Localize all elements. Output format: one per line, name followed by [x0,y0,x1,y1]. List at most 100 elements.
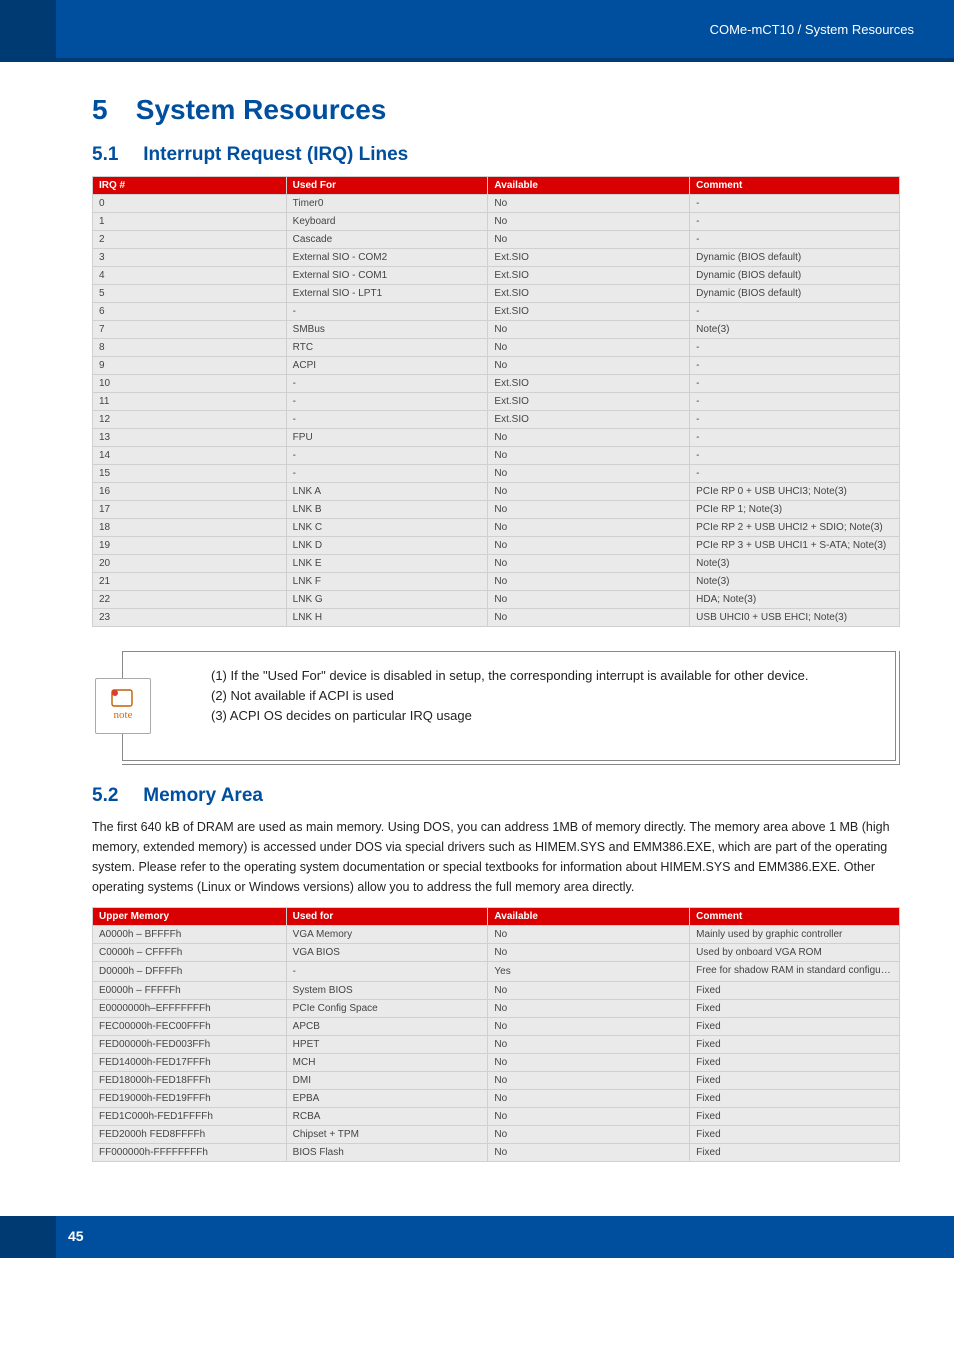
table-row: 12-Ext.SIO- [93,411,900,429]
table-cell: No [488,519,690,537]
table-row: 1KeyboardNo- [93,213,900,231]
page-content: 5 System Resources 5.1 Interrupt Request… [0,62,954,1194]
table-cell: No [488,537,690,555]
table-cell: HPET [286,1035,488,1053]
irq-th-1: Used For [286,177,488,195]
table-row: 20LNK ENoNote(3) [93,555,900,573]
table-cell: 5 [93,285,287,303]
table-cell: No [488,1089,690,1107]
table-cell: PCIe RP 0 + USB UHCI3; Note(3) [690,483,900,501]
table-cell: EPBA [286,1089,488,1107]
footer-page-number: 45 [68,1228,84,1244]
table-row: 23LNK HNoUSB UHCI0 + USB EHCI; Note(3) [93,609,900,627]
table-cell: FED2000h FED8FFFFh [93,1125,287,1143]
table-cell: Fixed [690,1089,900,1107]
irq-th-3: Comment [690,177,900,195]
table-cell: C0000h – CFFFFh [93,944,287,962]
table-cell: - [690,339,900,357]
table-cell: HDA; Note(3) [690,591,900,609]
table-cell: FEC00000h-FEC00FFFh [93,1017,287,1035]
table-cell: 12 [93,411,287,429]
section-mem-title: Memory Area [143,785,263,806]
table-cell: Ext.SIO [488,411,690,429]
table-row: D0000h – DFFFFh-YesFree for shadow RAM i… [93,962,900,982]
table-cell: 0 [93,195,287,213]
table-cell: No [488,1071,690,1089]
table-cell: FED19000h-FED19FFFh [93,1089,287,1107]
table-cell: 10 [93,375,287,393]
note-icon: note [95,678,151,734]
table-cell: - [286,411,488,429]
table-cell: 14 [93,447,287,465]
table-cell: Fixed [690,1107,900,1125]
table-cell: - [690,195,900,213]
table-cell: No [488,501,690,519]
table-cell: No [488,1017,690,1035]
table-cell: FED18000h-FED18FFFh [93,1071,287,1089]
table-cell: No [488,1107,690,1125]
table-cell: 18 [93,519,287,537]
table-cell: LNK G [286,591,488,609]
table-cell: MCH [286,1053,488,1071]
table-cell: No [488,447,690,465]
table-cell: No [488,609,690,627]
table-cell: E0000000h–EFFFFFFFh [93,999,287,1017]
table-cell: No [488,981,690,999]
table-row: 6-Ext.SIO- [93,303,900,321]
table-cell: No [488,429,690,447]
table-cell: ACPI [286,357,488,375]
table-cell: No [488,195,690,213]
table-row: E0000000h–EFFFFFFFhPCIe Config SpaceNoFi… [93,999,900,1017]
table-cell: No [488,465,690,483]
table-cell: No [488,213,690,231]
table-cell: No [488,231,690,249]
table-cell: Fixed [690,999,900,1017]
table-row: 22LNK GNoHDA; Note(3) [93,591,900,609]
table-cell: External SIO - LPT1 [286,285,488,303]
table-cell: Dynamic (BIOS default) [690,267,900,285]
table-cell: No [488,1053,690,1071]
irq-table-header-row: IRQ # Used For Available Comment [93,177,900,195]
table-row: FED1C000h-FED1FFFFhRCBANoFixed [93,1107,900,1125]
irq-th-0: IRQ # [93,177,287,195]
chapter-title-text: System Resources [136,94,387,125]
table-cell: Used by onboard VGA ROM [690,944,900,962]
table-cell: Free for shadow RAM in standard configur… [690,962,900,982]
header-band: COMe-mCT10 / System Resources [0,0,954,62]
table-cell: LNK F [286,573,488,591]
table-cell: No [488,944,690,962]
table-cell: External SIO - COM2 [286,249,488,267]
table-cell: FED1C000h-FED1FFFFh [93,1107,287,1125]
table-cell: 9 [93,357,287,375]
irq-th-2: Available [488,177,690,195]
table-row: 13FPUNo- [93,429,900,447]
table-cell: APCB [286,1017,488,1035]
table-cell: No [488,339,690,357]
table-cell: External SIO - COM1 [286,267,488,285]
table-cell: - [690,447,900,465]
table-row: 2CascadeNo- [93,231,900,249]
table-cell: DMI [286,1071,488,1089]
mem-th-2: Available [488,908,690,926]
table-cell: FED00000h-FED003FFh [93,1035,287,1053]
table-row: 7SMBusNoNote(3) [93,321,900,339]
table-cell: - [690,357,900,375]
table-cell: Ext.SIO [488,267,690,285]
table-cell: Note(3) [690,573,900,591]
table-cell: PCIe RP 3 + USB UHCI1 + S-ATA; Note(3) [690,537,900,555]
table-cell: SMBus [286,321,488,339]
table-cell: Fixed [690,1143,900,1161]
table-cell: 17 [93,501,287,519]
table-cell: Cascade [286,231,488,249]
table-cell: FPU [286,429,488,447]
table-cell: No [488,1125,690,1143]
table-row: E0000h – FFFFFhSystem BIOSNoFixed [93,981,900,999]
table-cell: - [690,303,900,321]
table-cell: PCIe Config Space [286,999,488,1017]
table-cell: E0000h – FFFFFh [93,981,287,999]
table-cell: - [286,465,488,483]
table-cell: No [488,591,690,609]
table-row: 4External SIO - COM1Ext.SIODynamic (BIOS… [93,267,900,285]
table-row: 21LNK FNoNote(3) [93,573,900,591]
table-cell: - [286,393,488,411]
